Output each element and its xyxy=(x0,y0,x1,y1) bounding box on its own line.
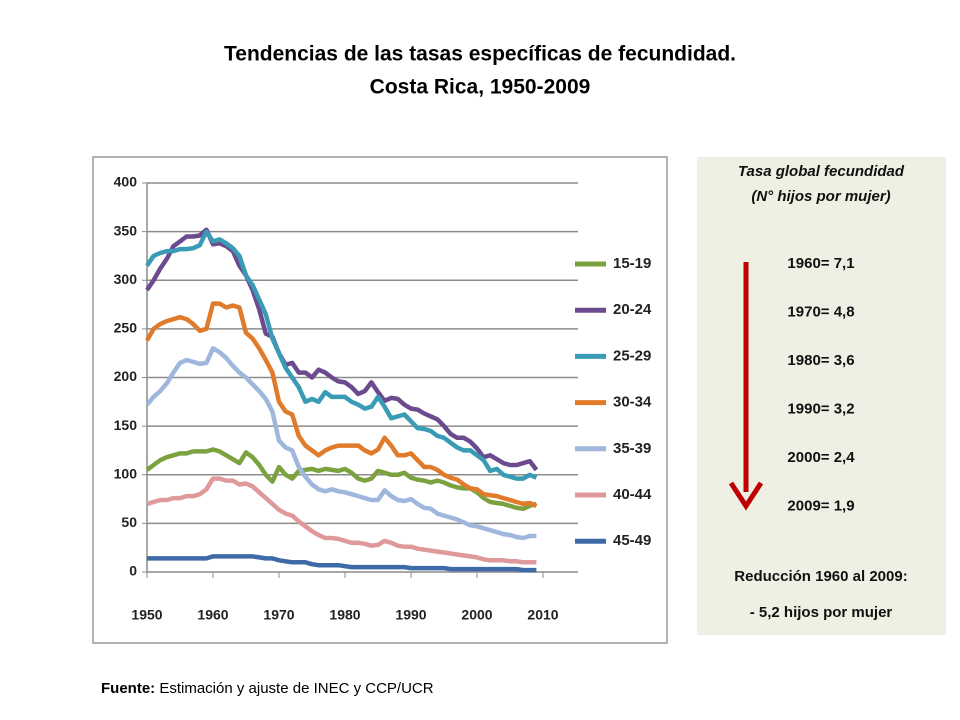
y-tick-label: 200 xyxy=(114,368,138,384)
y-tick-label: 250 xyxy=(114,320,138,336)
legend-label: 45-49 xyxy=(613,532,651,549)
y-tick-label: 400 xyxy=(114,174,138,190)
legend-label: 20-24 xyxy=(613,301,652,318)
source-label: Fuente: xyxy=(101,680,155,697)
panel-item: 1970= 4,8 xyxy=(787,303,854,320)
legend-label: 30-34 xyxy=(613,394,652,411)
panel-item: 1960= 7,1 xyxy=(787,255,854,272)
panel-subtitle: (N° hijos por mujer) xyxy=(751,188,890,205)
x-tick-label: 2000 xyxy=(461,607,492,623)
subtitle: Costa Rica, 1950-2009 xyxy=(370,76,591,99)
arrow-head xyxy=(728,481,764,511)
y-tick-label: 100 xyxy=(114,465,138,481)
series-line xyxy=(145,301,538,508)
x-tick-label: 1960 xyxy=(197,607,228,623)
y-tick-label: 300 xyxy=(114,271,138,287)
x-tick-label: 2010 xyxy=(527,607,558,623)
y-tick-label: 150 xyxy=(114,417,138,433)
y-tick-label: 50 xyxy=(121,514,137,530)
panel-item: 1990= 3,2 xyxy=(787,400,854,417)
panel-item: 1980= 3,6 xyxy=(787,352,854,369)
reduction-text: - 5,2 hijos por mujer xyxy=(750,604,893,621)
legend-label: 40-44 xyxy=(613,486,652,503)
y-tick-label: 0 xyxy=(129,563,137,579)
x-tick-label: 1990 xyxy=(395,607,426,623)
x-tick-label: 1970 xyxy=(263,607,294,623)
y-tick-label: 350 xyxy=(114,222,138,238)
panel-item: 2009= 1,9 xyxy=(787,497,854,514)
series-line xyxy=(146,476,537,565)
series-line xyxy=(147,554,537,573)
panel-item: 2000= 2,4 xyxy=(787,449,855,466)
x-tick-label: 1980 xyxy=(329,607,360,623)
legend-label: 15-19 xyxy=(613,255,651,272)
legend-label: 25-29 xyxy=(613,347,651,364)
legend-label: 35-39 xyxy=(613,440,651,457)
x-tick-label: 1950 xyxy=(131,607,162,623)
title: Tendencias de las tasas específicas de f… xyxy=(224,43,736,66)
series-line xyxy=(145,229,538,481)
reduction-title: Reducción 1960 al 2009: xyxy=(734,568,907,585)
source-text: Estimación y ajuste de INEC y CCP/UCR xyxy=(159,680,433,697)
series-line xyxy=(145,346,537,541)
panel-title: Tasa global fecundidad xyxy=(738,163,905,180)
source: Fuente: Estimación y ajuste de INEC y CC… xyxy=(101,680,434,697)
info-panel xyxy=(697,157,946,635)
